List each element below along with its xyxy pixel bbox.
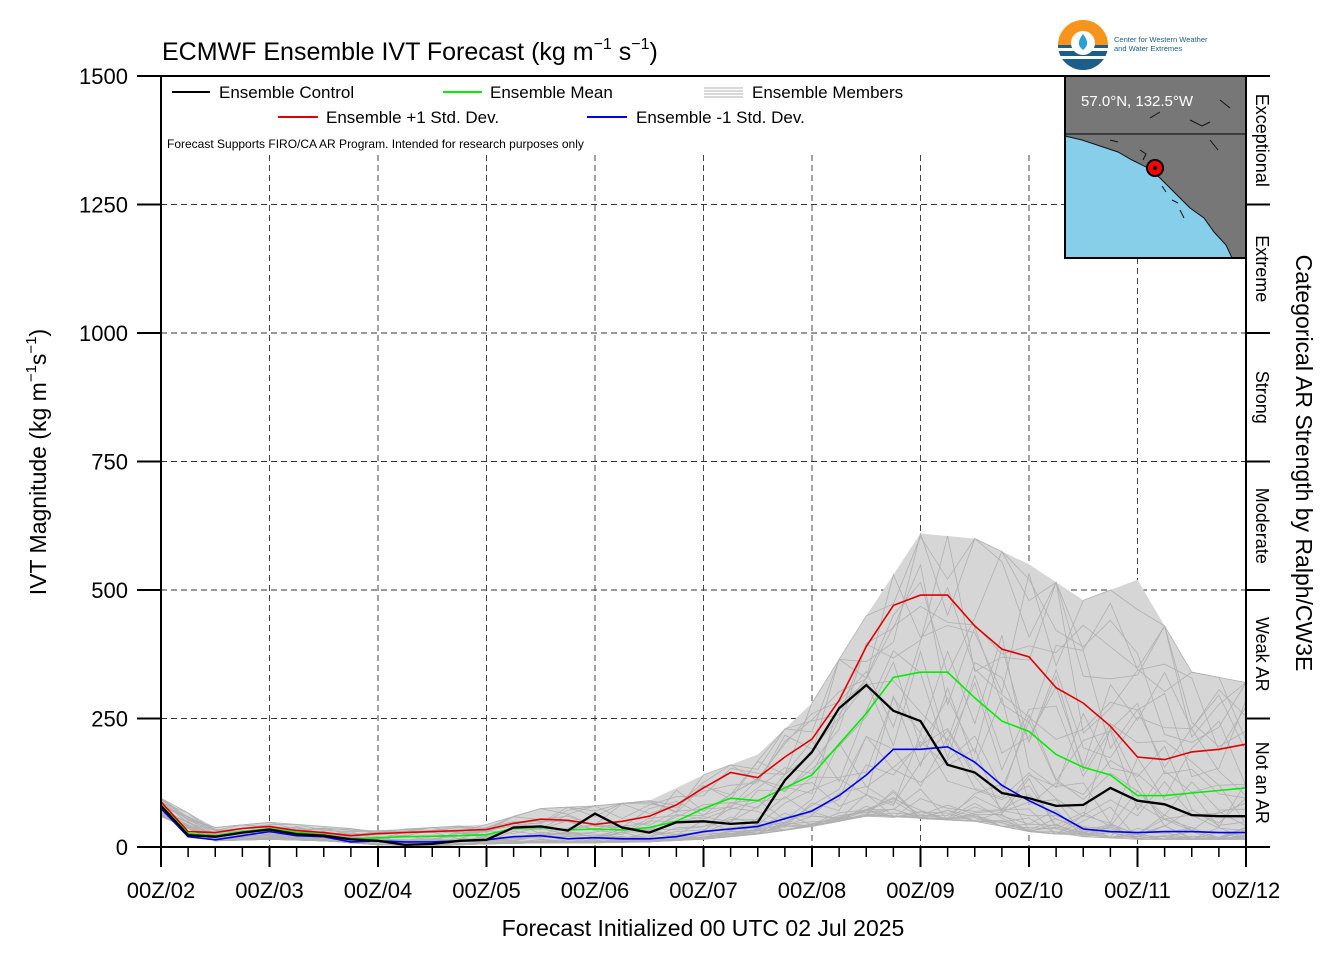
x-tick-label: 00Z/11 [1104, 878, 1171, 903]
x-tick-label: 00Z/04 [344, 878, 413, 903]
category-label: Not an AR [1252, 742, 1272, 824]
category-label: Extreme [1252, 235, 1272, 302]
x-tick-label: 00Z/07 [669, 878, 738, 903]
x-tick-label: 00Z/05 [452, 878, 521, 903]
y-tick-label: 1500 [79, 64, 128, 89]
ensemble-member-line [160, 532, 1247, 833]
ensemble-member-line [160, 535, 1247, 834]
y-tick-label: 500 [91, 578, 128, 603]
y-axis-label: IVT Magnitude (kg m−1s−1) [23, 329, 51, 595]
series-line-ensemble-control [160, 683, 1246, 847]
logo-text-line2: and Water Extremes [1114, 44, 1182, 53]
legend-label-minus-sd: Ensemble -1 Std. Dev. [636, 108, 805, 127]
category-label: Strong [1252, 371, 1272, 424]
y-tick-label: 0 [116, 835, 128, 860]
ensemble-member-line [160, 635, 1247, 843]
legend-label-plus-sd: Ensemble +1 Std. Dev. [326, 108, 499, 127]
legend-members-swatch [704, 87, 743, 98]
right-axis-label: Categorical AR Strength by Ralph/CW3E [1291, 255, 1317, 672]
legend-label-members: Ensemble Members [752, 83, 903, 102]
y-tick-label: 250 [91, 707, 128, 732]
chart-title: ECMWF Ensemble IVT Forecast (kg m−1 s−1) [162, 36, 658, 66]
series-line-ensemble-1-std-dev [160, 745, 1246, 843]
ensemble-member-line [160, 535, 1247, 837]
y-tick-label: 1250 [79, 193, 128, 218]
legend-label-mean: Ensemble Mean [490, 83, 613, 102]
inset-map: 57.0°N, 132.5°W [1064, 75, 1247, 259]
cw3e-logo: Center for Western Weather and Water Ext… [1058, 20, 1208, 70]
x-axis-label: Forecast Initialized 00 UTC 02 Jul 2025 [502, 915, 905, 941]
x-tick-label: 00Z/09 [886, 878, 955, 903]
x-tick-label: 00Z/03 [235, 878, 304, 903]
category-label: Weak AR [1252, 617, 1272, 692]
logo-text-line1: Center for Western Weather [1114, 35, 1208, 44]
ensemble-member-line [160, 809, 1247, 847]
series-line-ensemble-1-std-dev [160, 594, 1247, 837]
legend: Ensemble Control Ensemble Mean Ensemble … [172, 83, 903, 127]
y-axis-ticks: 0 250 500 750 1000 1250 1500 [79, 64, 161, 860]
y-tick-label: 1000 [79, 321, 128, 346]
x-axis-ticks: 00Z/02 00Z/03 00Z/04 00Z/05 00Z/06 00Z/07 00Z/… [127, 847, 1281, 903]
y-tick-label: 750 [91, 450, 128, 475]
x-tick-label: 00Z/06 [561, 878, 630, 903]
inset-map-coordinates: 57.0°N, 132.5°W [1081, 93, 1194, 110]
legend-label-control: Ensemble Control [219, 83, 354, 102]
x-tick-label: 00Z/12 [1212, 878, 1281, 903]
category-label: Moderate [1252, 488, 1272, 564]
disclaimer-text: Forecast Supports FIRO/CA AR Program. In… [167, 137, 584, 151]
series-lines [160, 594, 1247, 847]
x-tick-label: 00Z/02 [127, 878, 196, 903]
x-tick-label: 00Z/10 [995, 878, 1064, 903]
ensemble-spread-fill [161, 533, 1246, 846]
category-label: Exceptional [1252, 94, 1272, 187]
ensemble-member-line [160, 572, 1247, 833]
ar-category-scale: Not an AR Weak AR Moderate Strong Extreme Exc… [1246, 75, 1272, 848]
x-tick-label: 00Z/08 [778, 878, 847, 903]
